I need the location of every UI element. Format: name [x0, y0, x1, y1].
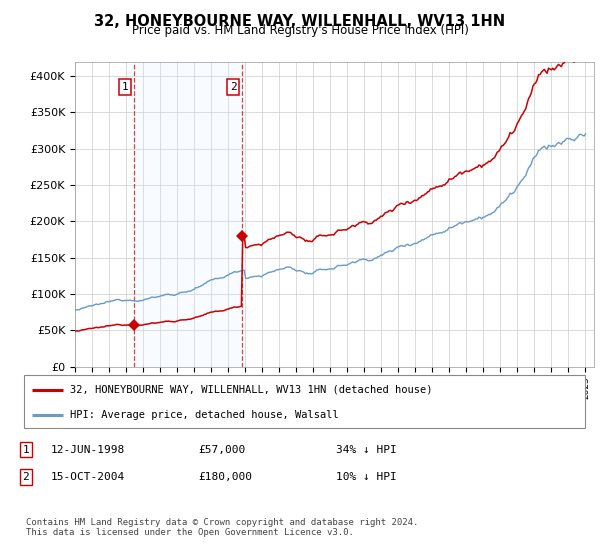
- Text: £180,000: £180,000: [198, 472, 252, 482]
- Text: 34% ↓ HPI: 34% ↓ HPI: [336, 445, 397, 455]
- Text: 1: 1: [122, 82, 128, 92]
- FancyBboxPatch shape: [24, 375, 585, 428]
- Text: 1: 1: [22, 445, 29, 455]
- Text: 12-JUN-1998: 12-JUN-1998: [51, 445, 125, 455]
- Text: Price paid vs. HM Land Registry's House Price Index (HPI): Price paid vs. HM Land Registry's House …: [131, 24, 469, 37]
- Text: HPI: Average price, detached house, Walsall: HPI: Average price, detached house, Wals…: [70, 410, 339, 420]
- Text: £57,000: £57,000: [198, 445, 245, 455]
- Text: 15-OCT-2004: 15-OCT-2004: [51, 472, 125, 482]
- Text: 10% ↓ HPI: 10% ↓ HPI: [336, 472, 397, 482]
- Bar: [134, 62, 242, 367]
- Text: Contains HM Land Registry data © Crown copyright and database right 2024.
This d: Contains HM Land Registry data © Crown c…: [26, 518, 418, 538]
- Text: 2: 2: [230, 82, 236, 92]
- Text: 2: 2: [22, 472, 29, 482]
- Text: 32, HONEYBOURNE WAY, WILLENHALL, WV13 1HN (detached house): 32, HONEYBOURNE WAY, WILLENHALL, WV13 1H…: [70, 385, 433, 395]
- Text: 32, HONEYBOURNE WAY, WILLENHALL, WV13 1HN: 32, HONEYBOURNE WAY, WILLENHALL, WV13 1H…: [94, 14, 506, 29]
